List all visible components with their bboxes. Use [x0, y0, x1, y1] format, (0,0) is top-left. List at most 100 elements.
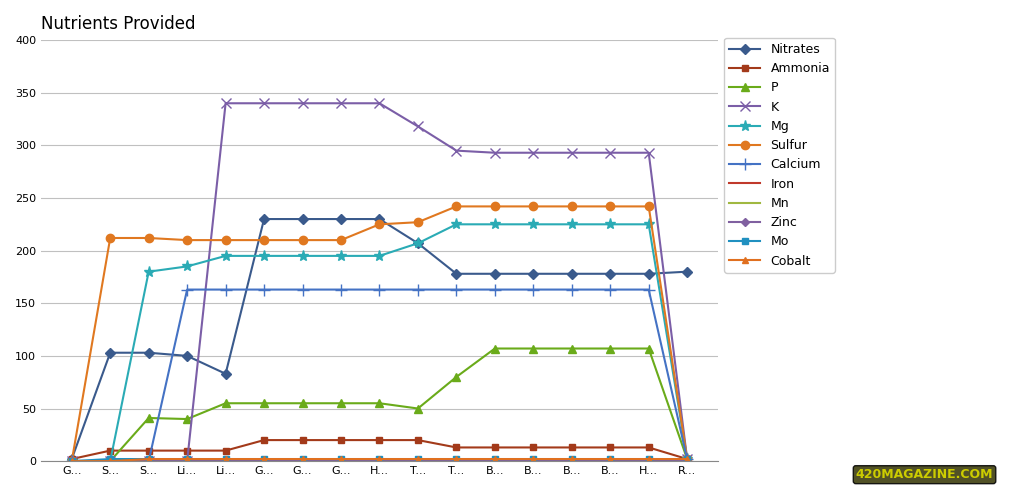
Line: Mg: Mg	[67, 219, 692, 466]
Ammonia	[527, 444, 540, 450]
Iron	[104, 458, 117, 464]
Mg	[142, 269, 155, 274]
Nitrates	[104, 350, 117, 355]
Mn	[488, 458, 501, 464]
Line: Zinc: Zinc	[69, 459, 690, 464]
Ammonia	[642, 444, 654, 450]
Mg	[104, 458, 117, 464]
Nitrates	[488, 271, 501, 277]
Calcium	[374, 287, 386, 293]
Iron	[604, 458, 616, 464]
Sulfur	[451, 203, 463, 209]
P	[604, 346, 616, 352]
Zinc	[374, 458, 386, 464]
Mo	[219, 456, 231, 462]
P	[104, 458, 117, 464]
Calcium	[642, 287, 654, 293]
Mn	[181, 458, 194, 464]
Mg	[527, 221, 540, 227]
Iron	[565, 458, 578, 464]
Mg	[296, 253, 308, 259]
Calcium	[412, 287, 424, 293]
Mo	[565, 456, 578, 462]
K	[258, 100, 270, 106]
Line: Ammonia: Ammonia	[69, 436, 690, 463]
Calcium	[681, 456, 693, 462]
K	[181, 458, 194, 464]
P	[374, 400, 386, 406]
Line: Nitrates: Nitrates	[69, 216, 690, 463]
Iron	[527, 458, 540, 464]
K	[296, 100, 308, 106]
Nitrates	[181, 353, 194, 359]
Zinc	[451, 458, 463, 464]
Zinc	[66, 458, 78, 464]
P	[335, 400, 347, 406]
P	[258, 400, 270, 406]
Line: Calcium: Calcium	[67, 284, 692, 466]
K	[335, 100, 347, 106]
K	[488, 150, 501, 156]
Cobalt	[488, 456, 501, 462]
Mo	[412, 456, 424, 462]
Calcium	[451, 287, 463, 293]
Ammonia	[565, 444, 578, 450]
Sulfur	[335, 237, 347, 243]
K	[604, 150, 616, 156]
Ammonia	[104, 448, 117, 454]
Nitrates	[565, 271, 578, 277]
Mg	[451, 221, 463, 227]
Mg	[604, 221, 616, 227]
Zinc	[219, 458, 231, 464]
Sulfur	[488, 203, 501, 209]
Mn	[219, 458, 231, 464]
Mo	[104, 456, 117, 462]
Cobalt	[335, 456, 347, 462]
Sulfur	[604, 203, 616, 209]
Cobalt	[66, 458, 78, 464]
Nitrates	[412, 240, 424, 246]
Text: 420MAGAZINE.COM: 420MAGAZINE.COM	[856, 468, 993, 481]
Nitrates	[219, 371, 231, 377]
K	[642, 150, 654, 156]
Nitrates	[604, 271, 616, 277]
Cobalt	[565, 456, 578, 462]
P	[66, 458, 78, 464]
Zinc	[412, 458, 424, 464]
Ammonia	[488, 444, 501, 450]
Mg	[642, 221, 654, 227]
Mn	[527, 458, 540, 464]
Mn	[451, 458, 463, 464]
Iron	[488, 458, 501, 464]
Ammonia	[604, 444, 616, 450]
Cobalt	[181, 456, 194, 462]
Mo	[374, 456, 386, 462]
Mn	[604, 458, 616, 464]
Mn	[642, 458, 654, 464]
Sulfur	[527, 203, 540, 209]
Mg	[335, 253, 347, 259]
Ammonia	[142, 448, 155, 454]
Mo	[488, 456, 501, 462]
P	[181, 416, 194, 422]
Zinc	[335, 458, 347, 464]
Mn	[258, 458, 270, 464]
Sulfur	[412, 219, 424, 225]
Ammonia	[258, 437, 270, 443]
K	[66, 458, 78, 464]
Mo	[335, 456, 347, 462]
Mo	[181, 456, 194, 462]
P	[412, 406, 424, 411]
Sulfur	[104, 235, 117, 241]
K	[451, 148, 463, 154]
Iron	[142, 458, 155, 464]
Sulfur	[642, 203, 654, 209]
Iron	[66, 458, 78, 464]
Line: Mo: Mo	[69, 456, 690, 464]
Cobalt	[527, 456, 540, 462]
P	[296, 400, 308, 406]
Mn	[681, 458, 693, 464]
Iron	[219, 458, 231, 464]
Calcium	[604, 287, 616, 293]
Mo	[681, 456, 693, 462]
